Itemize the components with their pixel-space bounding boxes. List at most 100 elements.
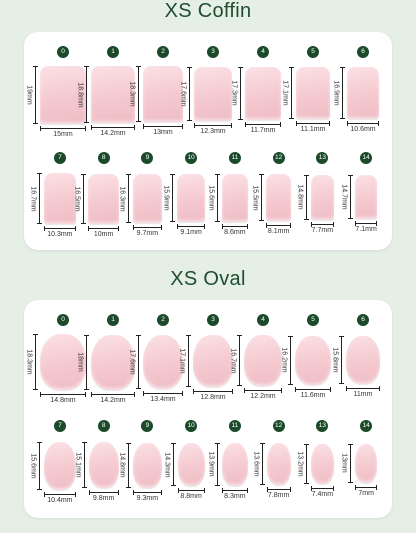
width-label: 14.2mm xyxy=(100,130,126,138)
height-dimension-line xyxy=(259,174,265,222)
height-dimension-line xyxy=(81,173,87,225)
width-dimension-line xyxy=(88,225,119,231)
height-dimension-line xyxy=(214,174,220,222)
width-label: 12.8mm xyxy=(200,394,226,402)
height-dimension-line xyxy=(237,335,243,387)
size-number-badge: 1 xyxy=(107,314,119,326)
width-label: 8.8mm xyxy=(180,493,202,501)
height-dimension-line xyxy=(238,67,244,120)
height-label: 15.9mm xyxy=(162,185,170,211)
oval-nail-11 xyxy=(222,443,248,486)
oval-nail-14 xyxy=(355,443,377,484)
width-label: 14.8mm xyxy=(50,397,76,405)
width-label: 13.4mm xyxy=(150,395,176,403)
size-number-badge: 7 xyxy=(53,152,66,164)
height-label: 18.8mm xyxy=(76,82,84,108)
height-dimension-line xyxy=(84,334,90,390)
coffin-nail-0 xyxy=(40,66,86,124)
coffin-nail-11 xyxy=(221,174,248,222)
oval-title: XS Oval xyxy=(170,268,246,290)
size-number-badge: 4 xyxy=(257,314,269,326)
size-number-badge: 12 xyxy=(272,420,285,432)
oval-nail-7 xyxy=(44,442,76,490)
width-dimension-line xyxy=(177,224,205,230)
oval-nail-0 xyxy=(40,334,86,391)
coffin-nail-7 xyxy=(44,173,76,225)
coffin-nail-3 xyxy=(194,66,232,121)
coffin-nail-6 xyxy=(346,67,380,119)
width-dimension-line xyxy=(40,392,86,398)
height-label: 15.6mm xyxy=(207,185,215,211)
width-dimension-line xyxy=(346,386,380,392)
size-number-badge: 11 xyxy=(228,420,241,432)
size-number-badge: 7 xyxy=(53,420,66,432)
height-label: 14.7mm xyxy=(340,184,348,210)
width-dimension-line xyxy=(40,125,86,131)
width-dimension-line xyxy=(222,487,248,493)
height-dimension-line xyxy=(125,173,131,224)
height-dimension-line xyxy=(215,443,221,486)
height-dimension-line xyxy=(170,442,176,487)
width-dimension-line xyxy=(245,121,281,127)
size-number-badge: 6 xyxy=(357,46,369,58)
width-label: 7.8mm xyxy=(267,491,290,499)
size-number-badge: 13 xyxy=(316,420,329,432)
width-label: 10.4mm xyxy=(47,496,73,504)
height-dimension-line xyxy=(37,442,42,490)
height-label: 17.3mm xyxy=(230,80,238,107)
coffin-nail-1 xyxy=(91,66,135,124)
width-dimension-line xyxy=(91,391,135,397)
height-label: 13.9mm xyxy=(207,451,215,477)
height-dimension-line xyxy=(135,334,141,389)
height-dimension-line xyxy=(126,442,132,488)
coffin-nail-10 xyxy=(177,173,205,223)
height-label: 16.9mm xyxy=(332,80,340,106)
width-dimension-line xyxy=(132,225,163,231)
height-dimension-line xyxy=(259,443,265,486)
height-label: 17.6mm xyxy=(179,81,187,107)
oval-nail-4 xyxy=(244,335,282,387)
height-dimension-line xyxy=(84,66,90,124)
width-label: 11mm xyxy=(353,391,373,399)
oval-nail-6 xyxy=(346,335,380,385)
width-label: 14.2mm xyxy=(100,396,126,404)
width-dimension-line xyxy=(296,121,330,127)
height-label: 18.3mm xyxy=(25,349,33,375)
size-number-badge: 14 xyxy=(360,152,373,164)
height-dimension-line xyxy=(81,442,87,489)
height-dimension-line xyxy=(37,173,43,225)
oval-nail-5 xyxy=(295,335,331,386)
width-label: 12.3mm xyxy=(200,127,226,135)
width-dimension-line xyxy=(142,390,184,396)
height-dimension-line xyxy=(186,335,192,388)
width-dimension-line xyxy=(88,490,119,496)
width-label: 8.6mm xyxy=(224,228,246,236)
coffin-nail-13 xyxy=(310,174,335,220)
height-label: 16.3mm xyxy=(118,185,126,212)
width-dimension-line xyxy=(311,485,334,491)
width-label: 9.8mm xyxy=(92,495,115,503)
height-dimension-line xyxy=(339,67,345,119)
width-label: 11.6mm xyxy=(300,392,326,400)
height-label: 19mm xyxy=(25,85,33,105)
height-dimension-line xyxy=(289,67,295,120)
height-label: 17.6mm xyxy=(128,349,136,375)
width-dimension-line xyxy=(346,120,380,126)
width-label: 10.3mm xyxy=(47,231,73,239)
width-label: 10mm xyxy=(93,230,114,238)
coffin-nail-2 xyxy=(143,66,183,123)
width-dimension-line xyxy=(194,122,232,128)
height-label: 18mm xyxy=(76,352,84,372)
height-dimension-line xyxy=(170,173,176,223)
height-dimension-line xyxy=(348,174,354,220)
height-label: 15.6mm xyxy=(29,453,37,479)
width-dimension-line xyxy=(91,125,135,131)
oval-nail-12 xyxy=(266,443,291,485)
oval-nail-3 xyxy=(193,335,233,388)
width-label: 9.1mm xyxy=(180,229,202,237)
size-number-badge: 3 xyxy=(207,46,219,58)
height-label: 16.7mm xyxy=(29,186,37,212)
coffin-nail-5 xyxy=(296,67,330,120)
size-number-badge: 13 xyxy=(316,152,329,164)
size-number-badge: 0 xyxy=(57,314,69,326)
